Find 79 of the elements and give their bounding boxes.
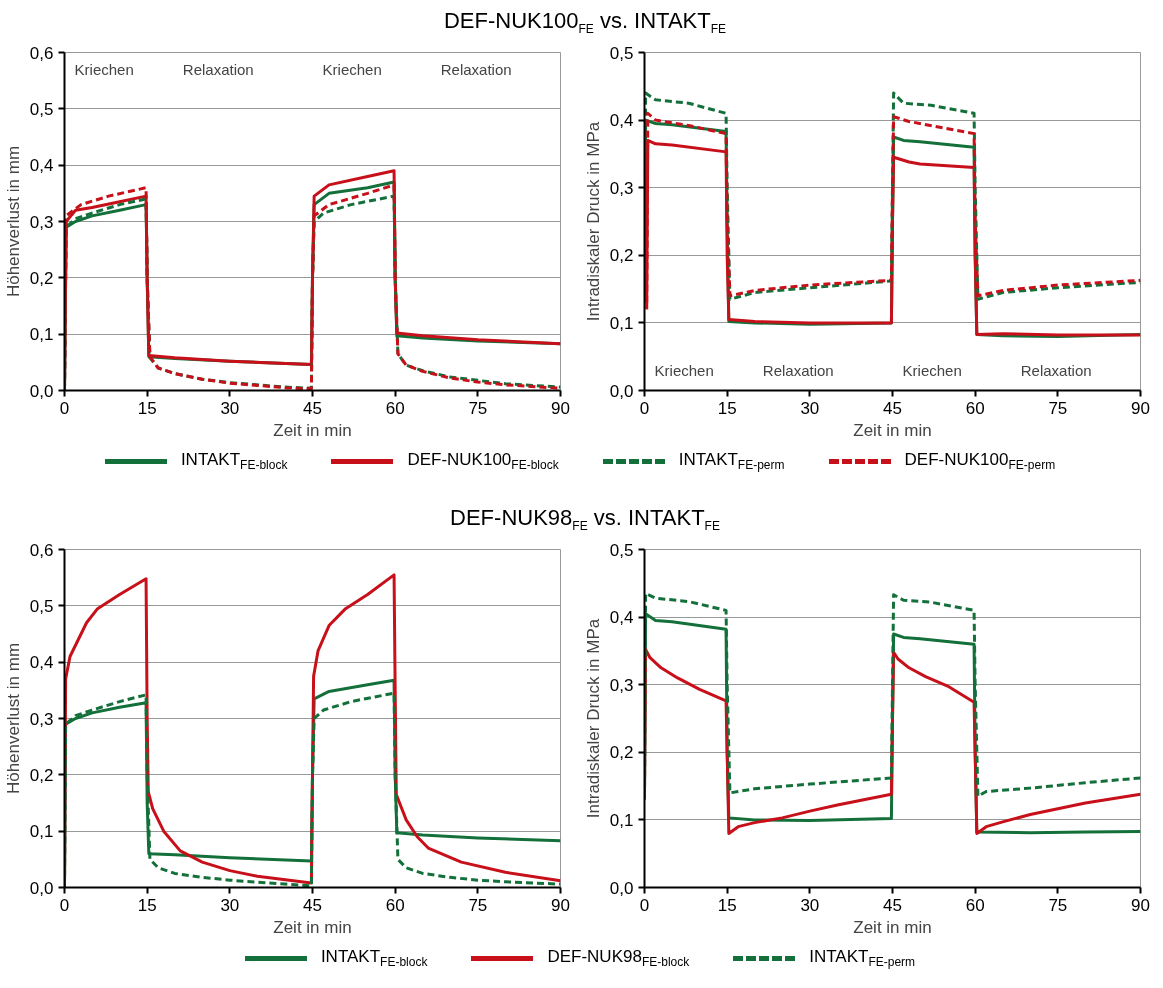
y-tick-label: 0,0 bbox=[609, 878, 634, 898]
chart-title: DEF-NUK100$_{FE}$ vs. INTAKT$_{FE}$ bbox=[442, 7, 728, 39]
x-tick-label: 60 bbox=[965, 895, 985, 915]
x-tick-label: 15 bbox=[717, 895, 737, 915]
x-tick-label: 45 bbox=[303, 895, 322, 915]
x-tick-label: 15 bbox=[137, 895, 157, 915]
y-tick-label: 0,4 bbox=[29, 653, 54, 673]
x-tick-label: 45 bbox=[303, 398, 322, 418]
x-tick-label: 75 bbox=[1048, 398, 1068, 418]
legend-label: INTAKT$_{FE-perm}$ bbox=[809, 946, 916, 972]
y-tick-label: 0,1 bbox=[29, 822, 54, 842]
annotation: Kriechen bbox=[74, 60, 134, 78]
y-tick-label: 0,6 bbox=[29, 540, 54, 560]
y-tick-label: 0,5 bbox=[29, 99, 54, 119]
legend-label: INTAKT$_{FE-block}$ bbox=[320, 946, 428, 972]
legend-label: DEF-NUK98$_{FE-block}$ bbox=[547, 946, 690, 972]
x-tick-label: 15 bbox=[717, 398, 737, 418]
x-tick-label: 30 bbox=[220, 895, 240, 915]
x-tick-label: 30 bbox=[800, 398, 820, 418]
y-tick-label: 0,5 bbox=[609, 540, 634, 560]
y-tick-label: 0,2 bbox=[29, 268, 54, 288]
x-tick-label: 45 bbox=[883, 895, 902, 915]
y-tick-label: 0,5 bbox=[609, 43, 634, 63]
y-tick-label: 0,0 bbox=[29, 381, 54, 401]
y-tick-label: 0,2 bbox=[29, 765, 54, 785]
y-axis-title: Intradiskaler Druck in MPa bbox=[583, 121, 603, 322]
x-tick-label: 60 bbox=[385, 398, 405, 418]
annotation: Relaxation bbox=[182, 60, 254, 78]
annotation: Kriechen bbox=[654, 361, 714, 379]
legend-label: INTAKT$_{FE-block}$ bbox=[180, 449, 288, 475]
y-axis-title: Intradiskaler Druck in MPa bbox=[583, 618, 603, 819]
annotation: Relaxation bbox=[1020, 361, 1092, 379]
y-axis-title: Höhenverlust in mm bbox=[3, 145, 23, 298]
x-tick-label: 0 bbox=[59, 895, 70, 915]
annotation: Kriechen bbox=[322, 60, 382, 78]
legend-label: DEF-NUK100$_{FE-block}$ bbox=[407, 449, 559, 475]
x-tick-label: 30 bbox=[220, 398, 240, 418]
y-tick-label: 0,2 bbox=[609, 743, 634, 763]
y-tick-label: 0,3 bbox=[29, 709, 54, 729]
x-axis-title: Zeit in min bbox=[273, 917, 352, 937]
chart-title: DEF-NUK98$_{FE}$ vs. INTAKT$_{FE}$ bbox=[449, 504, 721, 536]
y-tick-label: 0,1 bbox=[609, 313, 634, 333]
x-tick-label: 90 bbox=[551, 398, 570, 418]
y-tick-label: 0,1 bbox=[29, 325, 54, 345]
x-tick-label: 0 bbox=[59, 398, 70, 418]
x-tick-label: 60 bbox=[385, 895, 405, 915]
y-tick-label: 0,3 bbox=[609, 675, 634, 695]
y-tick-label: 0,2 bbox=[609, 246, 634, 266]
y-tick-label: 0,3 bbox=[29, 212, 54, 232]
x-axis-title: Zeit in min bbox=[273, 420, 352, 440]
x-tick-label: 75 bbox=[1048, 895, 1068, 915]
y-tick-label: 0,6 bbox=[29, 43, 54, 63]
annotation: Relaxation bbox=[440, 60, 512, 78]
x-tick-label: 90 bbox=[551, 895, 570, 915]
x-tick-label: 60 bbox=[965, 398, 985, 418]
y-tick-label: 0,0 bbox=[609, 381, 634, 401]
x-tick-label: 0 bbox=[639, 398, 650, 418]
x-tick-label: 45 bbox=[883, 398, 902, 418]
y-tick-label: 0,1 bbox=[609, 810, 634, 830]
annotation: Relaxation bbox=[762, 361, 834, 379]
x-tick-label: 90 bbox=[1131, 398, 1150, 418]
x-tick-label: 75 bbox=[468, 398, 488, 418]
x-tick-label: 15 bbox=[137, 398, 157, 418]
x-tick-label: 0 bbox=[639, 895, 650, 915]
x-axis-title: Zeit in min bbox=[853, 917, 932, 937]
y-tick-label: 0,5 bbox=[29, 596, 54, 616]
y-tick-label: 0,3 bbox=[609, 178, 634, 198]
y-tick-label: 0,0 bbox=[29, 878, 54, 898]
x-tick-label: 30 bbox=[800, 895, 820, 915]
y-tick-label: 0,4 bbox=[609, 608, 634, 628]
annotation: Kriechen bbox=[902, 361, 962, 379]
legend-label: INTAKT$_{FE-perm}$ bbox=[678, 449, 785, 475]
y-axis-title: Höhenverlust in mm bbox=[3, 642, 23, 795]
x-axis-title: Zeit in min bbox=[853, 420, 932, 440]
x-tick-label: 90 bbox=[1131, 895, 1150, 915]
y-tick-label: 0,4 bbox=[609, 111, 634, 131]
legend-label: DEF-NUK100$_{FE-perm}$ bbox=[904, 449, 1056, 475]
x-tick-label: 75 bbox=[468, 895, 488, 915]
y-tick-label: 0,4 bbox=[29, 156, 54, 176]
